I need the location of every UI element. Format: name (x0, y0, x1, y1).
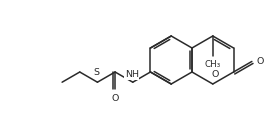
Text: O: O (211, 70, 218, 79)
Text: O: O (111, 94, 119, 103)
Text: CH₃: CH₃ (205, 60, 221, 69)
Text: NH: NH (125, 70, 139, 79)
Text: O: O (257, 57, 264, 66)
Text: S: S (93, 68, 99, 77)
